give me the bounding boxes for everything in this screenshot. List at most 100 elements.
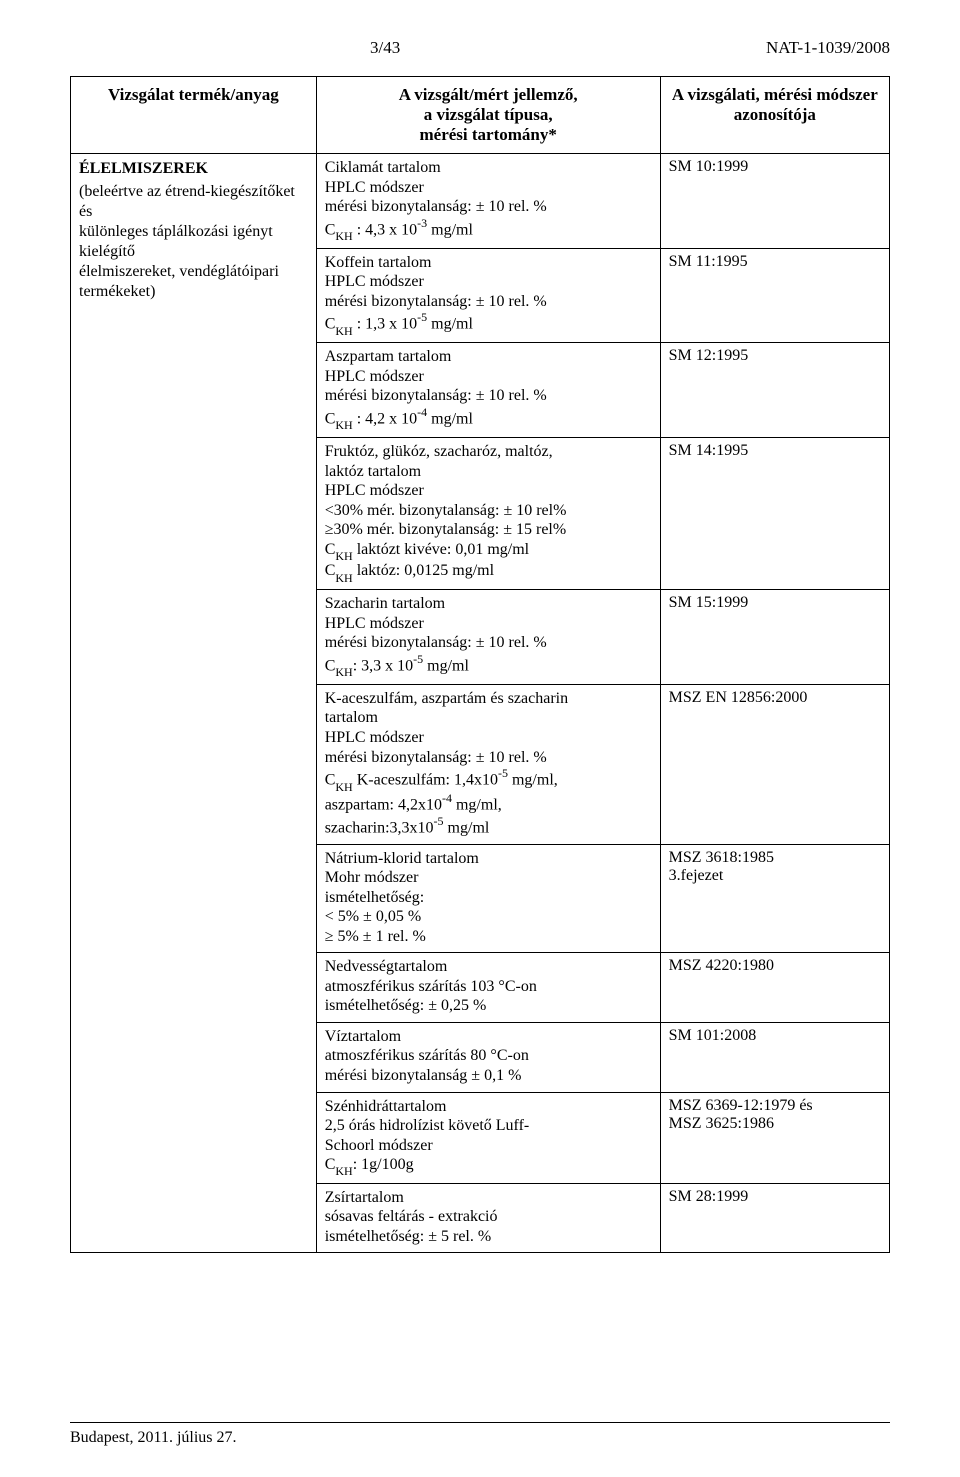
- page-number: 3/43: [370, 38, 400, 58]
- header-col2-l2: a vizsgálat típusa,: [424, 105, 553, 124]
- r4-l1: Szacharin tartalom: [325, 595, 445, 612]
- r1-ckh-sub: KH: [335, 324, 352, 338]
- r5-l5a-m: K-aceszulfám: 1,4x10: [353, 771, 498, 788]
- r2-l3: mérési bizonytalanság: ± 10 rel. %: [325, 387, 547, 404]
- r2-ckh-sup: -4: [417, 405, 427, 419]
- cat-l2: különleges táplálkozási igényt kielégítő: [79, 223, 273, 260]
- r1-ckh-p: C: [325, 316, 336, 333]
- r5-l6-sup: -4: [442, 791, 452, 805]
- characteristic-cell: Fruktóz, glükóz, szacharóz, maltóz, lakt…: [316, 438, 660, 590]
- method-id-cell: MSZ 4220:1980: [660, 953, 889, 1023]
- r0-ckh-sub: KH: [335, 229, 352, 243]
- r0-ckh-s: mg/ml: [427, 221, 473, 238]
- r4-ckh-m: : 3,3 x 10: [353, 657, 413, 674]
- specification-table: Vizsgálat termék/anyag A vizsgált/mért j…: [70, 76, 890, 1253]
- r6-l3: ismételhetőség:: [325, 889, 425, 906]
- r7-l1: Nedvességtartalom: [325, 958, 448, 975]
- r7-right: MSZ 4220:1980: [669, 957, 774, 974]
- r5-l3: HPLC módszer: [325, 729, 424, 746]
- r6-right-l2: 3.fejezet: [669, 867, 724, 884]
- r10-l2: sósavas feltárás - extrakció: [325, 1208, 498, 1225]
- r1-l3: mérési bizonytalanság: ± 10 rel. %: [325, 293, 547, 310]
- characteristic-cell: Ciklamát tartalom HPLC módszer mérési bi…: [316, 154, 660, 249]
- r5-l7: szacharin:3,3x10: [325, 819, 434, 836]
- r5-l6-s: mg/ml,: [452, 796, 502, 813]
- r2-l2: HPLC módszer: [325, 368, 424, 385]
- characteristic-cell: Aszpartam tartalom HPLC módszer mérési b…: [316, 343, 660, 438]
- r5-l6: aszpartam: 4,2x10: [325, 796, 442, 813]
- page-footer: Budapest, 2011. július 27.: [70, 1422, 890, 1447]
- r3-l4: <30% mér. bizonytalanság: ± 10 rel%: [325, 502, 567, 519]
- r3-l5: ≥30% mér. bizonytalanság: ± 15 rel%: [325, 521, 567, 538]
- r5-l4: mérési bizonytalanság: ± 10 rel. %: [325, 749, 547, 766]
- r8-right: SM 101:2008: [669, 1027, 757, 1044]
- r5-right: MSZ EN 12856:2000: [669, 689, 808, 706]
- r1-ckh-sup: -5: [417, 310, 427, 324]
- characteristic-cell: Zsírtartalom sósavas feltárás - extrakci…: [316, 1183, 660, 1253]
- r9-l4a: C: [325, 1156, 336, 1173]
- method-id-cell: SM 11:1995: [660, 248, 889, 343]
- r5-l5a: C: [325, 771, 336, 788]
- category-title: ÉLELMISZEREK: [79, 160, 308, 178]
- r2-ckh-p: C: [325, 410, 336, 427]
- r1-l1: Koffein tartalom: [325, 254, 432, 271]
- r5-l5a-s: mg/ml,: [508, 771, 558, 788]
- header-col2-l1: A vizsgált/mért jellemző,: [399, 85, 578, 104]
- r9-l1: Szénhidráttartalom: [325, 1098, 447, 1115]
- characteristic-cell: Koffein tartalom HPLC módszer mérési biz…: [316, 248, 660, 343]
- r0-ckh-p: C: [325, 221, 336, 238]
- cat-l1: (beleértve az étrend-kiegészítőket és: [79, 183, 295, 220]
- r1-right: SM 11:1995: [669, 253, 748, 270]
- r5-l7-s: mg/ml: [444, 819, 490, 836]
- r0-l1: Ciklamát tartalom: [325, 159, 441, 176]
- r4-right: SM 15:1999: [669, 594, 749, 611]
- r9-l4a-r: : 1g/100g: [353, 1156, 414, 1173]
- method-id-cell: SM 10:1999: [660, 154, 889, 249]
- r8-l3: mérési bizonytalanság ± 0,1 %: [325, 1067, 522, 1084]
- r4-l2: HPLC módszer: [325, 615, 424, 632]
- table-row: ÉLELMISZEREK (beleértve az étrend-kiegés…: [71, 154, 890, 249]
- product-category-cell: ÉLELMISZEREK (beleértve az étrend-kiegés…: [71, 154, 317, 1253]
- r3-l6a: C: [325, 541, 336, 558]
- header-col3-l1: A vizsgálati, mérési módszer: [672, 85, 878, 104]
- r6-l1: Nátrium-klorid tartalom: [325, 850, 479, 867]
- method-id-cell: SM 101:2008: [660, 1022, 889, 1092]
- r3-l7a-sub: KH: [335, 571, 352, 585]
- header-col3: A vizsgálati, mérési módszer azonosítója: [660, 77, 889, 154]
- r4-ckh-sup: -5: [413, 652, 423, 666]
- r6-l2: Mohr módszer: [325, 869, 419, 886]
- r6-l4: < 5% ± 0,05 %: [325, 908, 421, 925]
- r3-l7a-r: laktóz: 0,0125 mg/ml: [353, 562, 494, 579]
- r3-l2: laktóz tartalom: [325, 463, 421, 480]
- r4-ckh-s: mg/ml: [423, 657, 469, 674]
- method-id-cell: MSZ EN 12856:2000: [660, 684, 889, 844]
- r3-l1: Fruktóz, glükóz, szacharóz, maltóz,: [325, 443, 553, 460]
- method-id-cell: SM 15:1999: [660, 590, 889, 685]
- method-id-cell: SM 28:1999: [660, 1183, 889, 1253]
- r5-l7-sup: -5: [434, 814, 444, 828]
- r0-ckh-sup: -3: [417, 216, 427, 230]
- r1-ckh-m: : 1,3 x 10: [353, 316, 417, 333]
- r1-ckh-s: mg/ml: [427, 316, 473, 333]
- r4-ckh-p: C: [325, 657, 336, 674]
- r2-ckh-s: mg/ml: [427, 410, 473, 427]
- r7-l2: atmoszférikus szárítás 103 °C-on: [325, 978, 537, 995]
- r9-l4a-sub: KH: [335, 1164, 352, 1178]
- category-body: (beleértve az étrend-kiegészítőket és kü…: [79, 182, 308, 302]
- characteristic-cell: Nátrium-klorid tartalom Mohr módszer ism…: [316, 844, 660, 953]
- r8-l2: atmoszférikus szárítás 80 °C-on: [325, 1047, 529, 1064]
- r3-l6a-sub: KH: [335, 549, 352, 563]
- r9-l2: 2,5 órás hidrolízist követő Luff-: [325, 1117, 530, 1134]
- method-id-cell: MSZ 6369-12:1979 és MSZ 3625:1986: [660, 1092, 889, 1183]
- r0-l2: HPLC módszer: [325, 179, 424, 196]
- cat-l3: élelmiszereket, vendéglátóipari: [79, 263, 279, 280]
- r9-l3: Schoorl módszer: [325, 1137, 433, 1154]
- document-page: NAT 3/43 NAT-1-1039/2008 Vizsgálat termé…: [0, 0, 960, 1477]
- page-header: 3/43 NAT-1-1039/2008: [70, 38, 890, 58]
- characteristic-cell: Szénhidráttartalom 2,5 órás hidrolízist …: [316, 1092, 660, 1183]
- header-col1: Vizsgálat termék/anyag: [71, 77, 317, 154]
- r0-right: SM 10:1999: [669, 158, 749, 175]
- r2-ckh-sub: KH: [335, 418, 352, 432]
- r5-l5a-sup: -5: [498, 766, 508, 780]
- document-reference: NAT-1-1039/2008: [766, 38, 890, 58]
